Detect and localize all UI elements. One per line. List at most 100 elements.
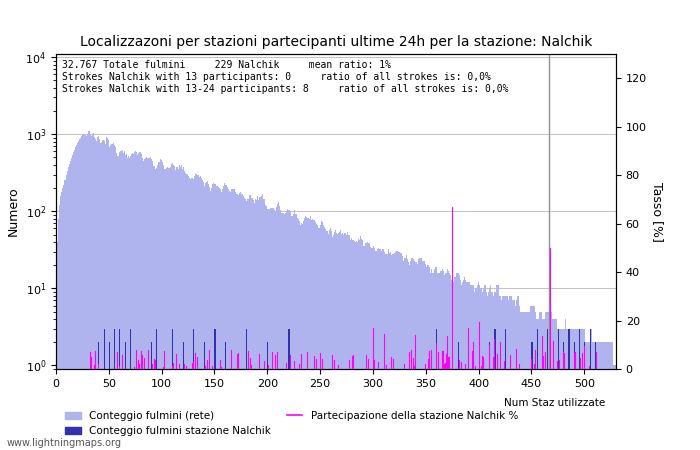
Bar	[570, 328, 572, 450]
Bar	[210, 191, 211, 450]
Bar	[393, 254, 394, 450]
Bar	[184, 171, 185, 450]
Bar	[480, 288, 481, 450]
Bar	[353, 239, 354, 450]
Bar	[248, 198, 249, 450]
Bar	[290, 216, 292, 450]
Bar	[223, 186, 224, 450]
Bar	[232, 189, 234, 450]
Bar	[236, 194, 237, 450]
Bar	[281, 213, 282, 450]
Bar	[278, 202, 279, 450]
Bar	[141, 158, 143, 450]
Bar	[477, 282, 479, 450]
Bar	[615, 365, 616, 450]
Bar	[189, 178, 190, 450]
Legend: Conteggio fulmini (rete), Conteggio fulmini stazione Nalchik, Partecipazione del: Conteggio fulmini (rete), Conteggio fulm…	[61, 407, 522, 440]
Bar	[608, 342, 610, 450]
Bar	[246, 328, 247, 450]
Bar	[481, 288, 482, 450]
Bar	[279, 207, 280, 450]
Bar	[489, 342, 490, 450]
Bar	[304, 218, 305, 450]
Bar	[316, 224, 317, 450]
Bar	[193, 328, 195, 450]
Bar	[180, 167, 181, 450]
Bar	[214, 328, 216, 450]
Bar	[447, 342, 448, 450]
Bar	[133, 153, 134, 450]
Bar	[498, 296, 500, 450]
Bar	[488, 292, 489, 450]
Bar	[267, 209, 268, 450]
Bar	[74, 150, 75, 450]
Bar	[282, 213, 284, 450]
Bar	[370, 248, 371, 450]
Bar	[552, 342, 554, 450]
Bar	[247, 199, 248, 450]
Bar	[442, 270, 444, 450]
Bar	[239, 193, 240, 450]
Bar	[469, 282, 470, 450]
Bar	[301, 223, 302, 450]
Bar	[102, 140, 104, 450]
Bar	[407, 259, 408, 450]
Bar	[558, 328, 559, 450]
Bar	[564, 328, 566, 450]
Bar	[598, 342, 599, 450]
Bar	[448, 270, 449, 450]
Bar	[355, 242, 356, 450]
Bar	[148, 158, 149, 450]
Bar	[566, 328, 568, 450]
Bar	[113, 143, 114, 450]
Bar	[246, 201, 247, 450]
Bar	[188, 176, 189, 450]
Bar	[352, 240, 353, 450]
Bar	[416, 262, 417, 450]
Bar	[428, 265, 429, 450]
Bar	[483, 288, 484, 450]
Bar	[204, 342, 205, 450]
Bar	[303, 220, 304, 450]
Bar	[400, 253, 402, 450]
Bar	[473, 285, 475, 450]
Bar	[547, 328, 548, 450]
Bar	[529, 311, 531, 450]
Bar	[526, 311, 527, 450]
Bar	[211, 188, 212, 450]
Bar	[204, 185, 205, 450]
Bar	[406, 255, 407, 450]
Bar	[322, 222, 323, 450]
Bar	[197, 175, 199, 450]
Bar	[156, 168, 158, 450]
Bar	[169, 167, 170, 450]
Bar	[539, 311, 540, 450]
Bar	[468, 282, 469, 450]
Bar	[183, 167, 184, 450]
Bar	[95, 139, 96, 450]
Bar	[203, 182, 204, 450]
Bar	[579, 328, 580, 450]
Bar	[144, 158, 145, 450]
Bar	[589, 328, 591, 450]
Bar	[108, 342, 110, 450]
Bar	[436, 328, 438, 450]
Bar	[112, 144, 113, 450]
Bar	[92, 134, 93, 450]
Bar	[294, 210, 295, 450]
Bar	[338, 233, 339, 450]
Bar	[85, 136, 87, 450]
Bar	[533, 306, 535, 450]
Bar	[568, 328, 570, 450]
Bar	[129, 158, 130, 450]
Bar	[577, 328, 578, 450]
Bar	[506, 296, 507, 450]
Bar	[199, 176, 201, 450]
Bar	[276, 204, 278, 450]
Bar	[484, 285, 485, 450]
Bar	[521, 311, 522, 450]
Bar	[508, 300, 510, 450]
Bar	[494, 292, 496, 450]
Bar	[423, 261, 424, 450]
Bar	[449, 273, 450, 450]
